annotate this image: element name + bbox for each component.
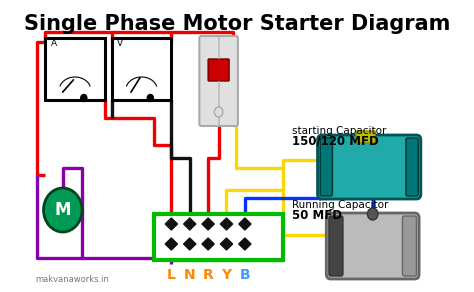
Circle shape bbox=[44, 188, 82, 232]
Circle shape bbox=[81, 95, 87, 102]
Text: M: M bbox=[55, 201, 71, 219]
FancyBboxPatch shape bbox=[318, 135, 421, 199]
Polygon shape bbox=[239, 218, 251, 230]
Text: makvanaworks.in: makvanaworks.in bbox=[35, 275, 109, 284]
FancyBboxPatch shape bbox=[406, 138, 418, 196]
Polygon shape bbox=[165, 218, 177, 230]
Circle shape bbox=[214, 107, 223, 117]
Circle shape bbox=[147, 95, 154, 102]
Text: A: A bbox=[51, 39, 57, 48]
Polygon shape bbox=[220, 238, 233, 250]
FancyBboxPatch shape bbox=[200, 36, 238, 126]
Polygon shape bbox=[202, 218, 214, 230]
Text: 150/120 MFD: 150/120 MFD bbox=[292, 135, 379, 148]
Circle shape bbox=[367, 208, 378, 220]
Text: V: V bbox=[117, 39, 123, 48]
Text: R: R bbox=[203, 268, 213, 282]
Text: N: N bbox=[184, 268, 196, 282]
Polygon shape bbox=[183, 218, 196, 230]
FancyBboxPatch shape bbox=[402, 216, 417, 276]
Text: Running Capacitor: Running Capacitor bbox=[292, 200, 389, 210]
Polygon shape bbox=[165, 238, 177, 250]
Text: Y: Y bbox=[221, 268, 232, 282]
FancyBboxPatch shape bbox=[46, 38, 105, 100]
FancyBboxPatch shape bbox=[112, 38, 171, 100]
Text: 50 MFD: 50 MFD bbox=[292, 209, 342, 222]
FancyBboxPatch shape bbox=[329, 216, 343, 276]
FancyBboxPatch shape bbox=[208, 59, 229, 81]
Polygon shape bbox=[202, 238, 214, 250]
Polygon shape bbox=[239, 238, 251, 250]
Text: Single Phase Motor Starter Diagram: Single Phase Motor Starter Diagram bbox=[24, 14, 450, 34]
Text: L: L bbox=[167, 268, 176, 282]
FancyBboxPatch shape bbox=[320, 138, 332, 196]
FancyBboxPatch shape bbox=[326, 213, 419, 279]
FancyBboxPatch shape bbox=[356, 131, 375, 143]
Text: starting Capacitor: starting Capacitor bbox=[292, 126, 386, 136]
Polygon shape bbox=[183, 238, 196, 250]
Text: B: B bbox=[239, 268, 250, 282]
FancyBboxPatch shape bbox=[154, 214, 283, 260]
Polygon shape bbox=[220, 218, 233, 230]
